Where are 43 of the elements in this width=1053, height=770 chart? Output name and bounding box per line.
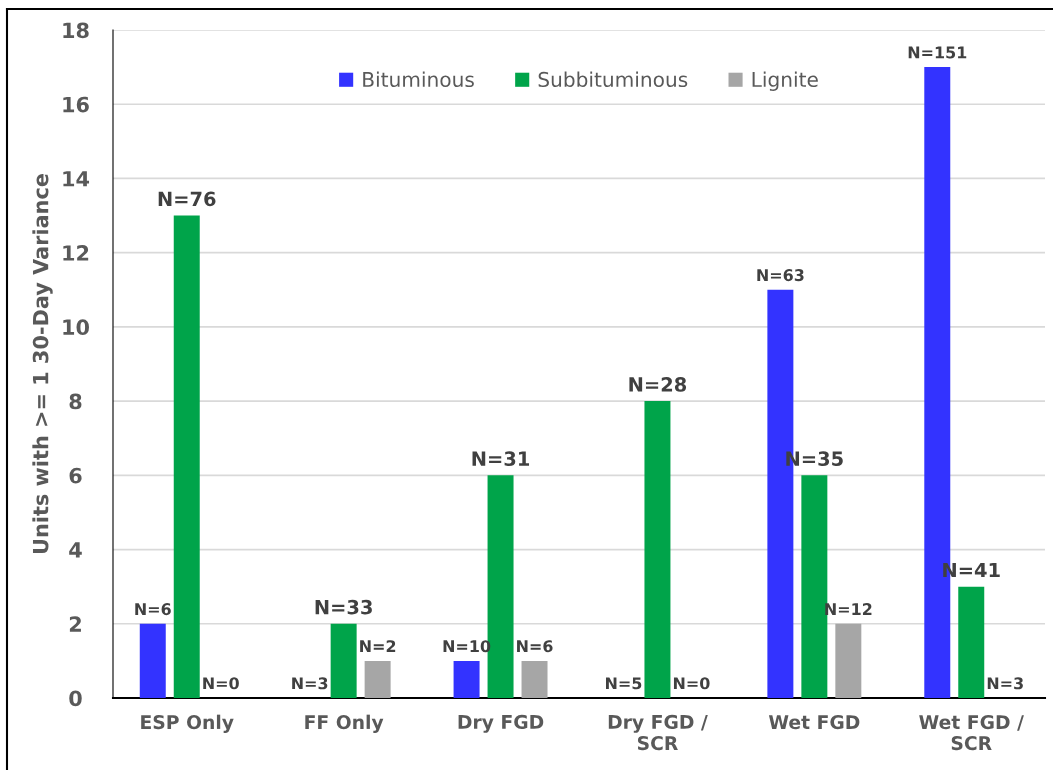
y-tick-label: 10 xyxy=(63,319,89,336)
annotation: N=0 xyxy=(673,677,710,690)
legend-label: Subbituminous xyxy=(538,71,688,88)
y-tick-label: 4 xyxy=(69,542,82,558)
annotation: N=28 xyxy=(629,377,687,392)
bar xyxy=(173,215,200,698)
annotation: N=63 xyxy=(757,269,804,282)
y-axis-title: Units with >= 1 30-Day Variance xyxy=(32,174,53,554)
y-tick-label: 16 xyxy=(63,96,89,113)
y-tick-label: 0 xyxy=(69,690,82,707)
x-tick-label: FF Only xyxy=(305,714,384,733)
bar xyxy=(139,623,166,698)
bar xyxy=(958,586,985,698)
annotation: N=5 xyxy=(606,677,642,690)
bar xyxy=(330,623,357,698)
annotation: N=6 xyxy=(517,640,553,653)
bar xyxy=(644,401,671,698)
bar xyxy=(364,660,391,698)
bar xyxy=(521,660,548,698)
legend-label: Lignite xyxy=(752,71,818,91)
y-tick-label: 18 xyxy=(63,22,89,39)
annotation: N=3 xyxy=(292,677,328,690)
annotation: N=2 xyxy=(360,640,396,653)
x-tick-label: Dry FGD / SCR xyxy=(608,714,708,751)
annotation: N=6 xyxy=(135,603,171,616)
bar xyxy=(835,623,862,698)
x-tick-label: ESP Only xyxy=(141,714,234,733)
annotation: N=151 xyxy=(908,46,967,59)
y-tick-label: 2 xyxy=(69,616,81,632)
x-tick-label: Dry FGD xyxy=(458,714,544,733)
annotation: N=3 xyxy=(987,677,1023,690)
annotation: N=76 xyxy=(158,191,216,207)
x-tick-label: Wet FGD / SCR xyxy=(919,715,1024,751)
y-tick-label: 6 xyxy=(69,467,82,484)
annotation: N=0 xyxy=(203,677,239,690)
y-tick-label: 12 xyxy=(63,245,89,261)
y-tick-label: 8 xyxy=(69,393,82,410)
y-tick-label: 14 xyxy=(63,171,90,187)
legend-label: Bituminous xyxy=(363,71,474,88)
x-tick-label: Wet FGD xyxy=(768,715,860,730)
bar xyxy=(453,660,480,698)
annotation: N=31 xyxy=(472,451,530,467)
annotation: N=33 xyxy=(315,599,372,615)
